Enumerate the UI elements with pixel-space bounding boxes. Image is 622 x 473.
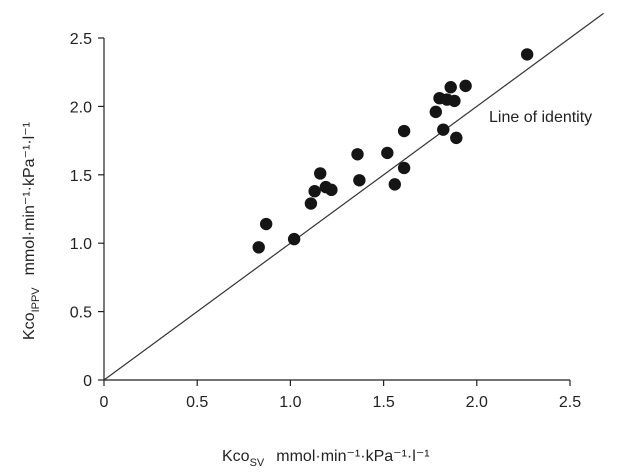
data-point — [353, 174, 366, 187]
data-point — [450, 131, 463, 145]
x-tick-label: 0.5 — [186, 394, 208, 411]
y-axis-label-sub: IPPV — [30, 287, 42, 313]
data-point — [252, 241, 265, 254]
data-point — [351, 148, 364, 161]
data-point — [287, 232, 301, 246]
y-tick-label: 1.0 — [70, 236, 92, 253]
y-tick-label: 0.5 — [70, 305, 92, 322]
data-point — [397, 124, 411, 138]
data-points — [252, 48, 534, 254]
data-point — [397, 161, 411, 175]
y-tick-label: 2.5 — [70, 31, 92, 48]
y-axis-label-group: KcoIPPV mmol·min⁻¹·kPa⁻¹·l⁻¹ — [21, 122, 42, 340]
y-axis-label: KcoIPPV mmol·min⁻¹·kPa⁻¹·l⁻¹ — [21, 122, 42, 340]
data-point — [448, 94, 461, 108]
tick-group: 0 0.5 1.0 1.5 2.0 2.5 0 0.5 1.0 1.5 2.0 2.5 — [70, 31, 581, 411]
axes — [103, 38, 570, 381]
x-tick-label: 1.0 — [279, 394, 301, 411]
data-point — [314, 167, 327, 180]
y-tick-label: 1.5 — [70, 168, 92, 185]
data-point — [381, 146, 394, 160]
data-point — [429, 105, 442, 119]
x-axis-label-sub: SV — [250, 457, 265, 469]
data-point — [444, 81, 457, 94]
data-point — [459, 79, 472, 93]
x-axis-label: KcoSV mmol·min⁻¹·kPa⁻¹·l⁻¹ — [222, 448, 430, 469]
data-point — [304, 197, 318, 210]
identity-line — [103, 12, 604, 381]
data-point — [325, 183, 338, 197]
x-tick-label: 1.5 — [372, 394, 394, 411]
x-tick-label: 2.5 — [559, 394, 581, 411]
data-point — [308, 185, 321, 198]
data-point — [437, 123, 450, 136]
y-tick-label: 0 — [83, 373, 92, 390]
identity-line-label: Line of identity — [489, 109, 592, 126]
x-axis-label-main: Kco — [222, 448, 250, 465]
data-point — [520, 48, 534, 61]
data-point — [388, 178, 401, 191]
y-tick-label: 2.0 — [70, 99, 92, 116]
x-tick-label: 0 — [100, 394, 109, 411]
y-axis-label-units: mmol·min⁻¹·kPa⁻¹·l⁻¹ — [21, 122, 38, 275]
y-axis-label-main: Kco — [21, 312, 38, 340]
x-tick-label: 2.0 — [466, 394, 488, 411]
x-axis-label-units: mmol·min⁻¹·kPa⁻¹·l⁻¹ — [276, 448, 429, 465]
data-point — [259, 217, 273, 231]
